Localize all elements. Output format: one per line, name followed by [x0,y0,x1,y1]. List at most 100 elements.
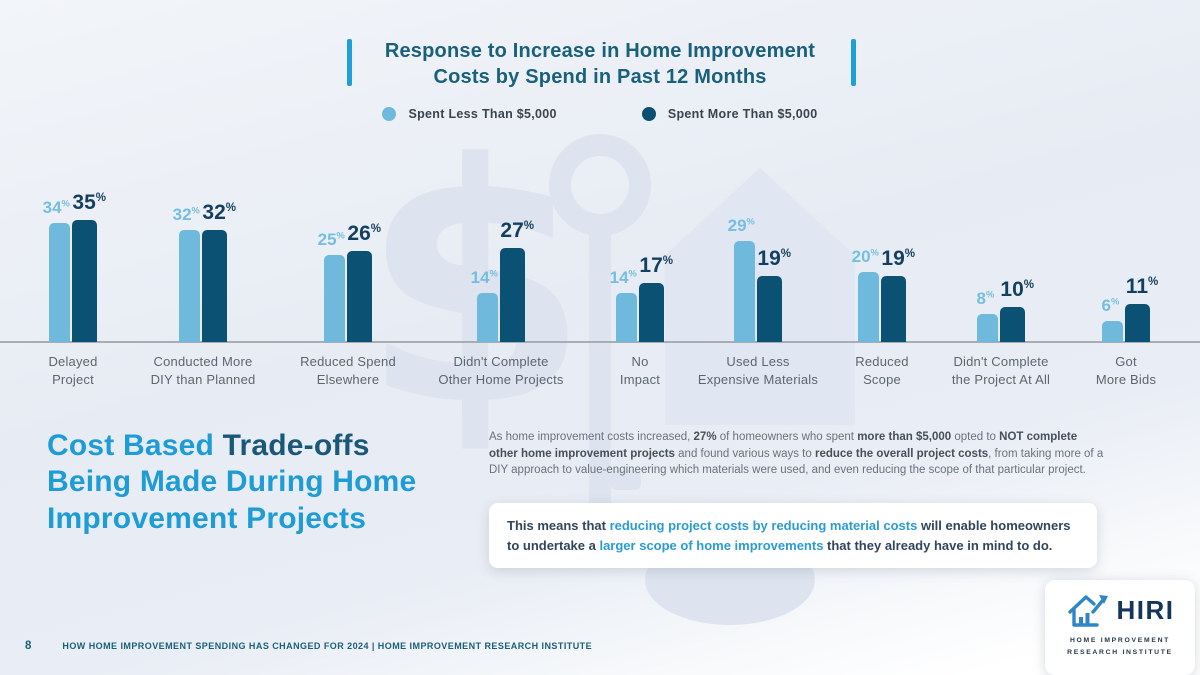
bar-group-2: 32% 32% [173,201,236,342]
category-label: Didn't Complete the Project At All [951,354,1051,388]
text-segment: As home improvement costs increased, [489,431,694,443]
bar-value-light: 8% [976,289,995,308]
bar-value-light: 34% [42,198,70,217]
heading-line: Being Made During Home [47,464,497,500]
watermark-dollar-key-house-graphic: $ [360,100,855,625]
bar-value-dark: 17% [639,253,674,277]
bar-value-light: 32% [172,205,200,224]
hiri-logo-subtitle: HOME IMPROVEMENT RESEARCH INSTITUTE [1067,635,1173,659]
heading-segment: Being Made During Home [47,465,417,499]
bar-light: 29% [728,216,755,342]
percent-sign: % [61,198,70,209]
text-segment: larger scope of home improvements [599,537,824,553]
category-label: Conducted More DIY than Planned [150,354,256,388]
bar-dark: 26% [347,222,381,342]
heading-line: Cost Based Trade-offs [47,428,497,464]
bar-dark: 19% [757,247,791,342]
bar-dark: 11% [1125,275,1158,342]
hiri-house-chart-arrow-icon [1067,595,1108,627]
hiri-logo-subtitle-line1: HOME IMPROVEMENT [1069,637,1171,644]
text-segment: opted to [951,431,1000,443]
bar-dark: 17% [639,254,673,342]
title-accent-bar-right [851,39,856,86]
legend-item-spent-more: Spent More Than $5,000 [641,107,818,121]
section-paragraph: As home improvement costs increased, 27%… [489,429,1105,479]
text-segment: This means that [507,518,610,533]
percent-sign: % [662,254,674,267]
percent-sign: % [191,205,200,216]
bar-dark: 35% [72,191,106,342]
bar-value-light: 29% [727,215,755,235]
bar-dark: 10% [1000,278,1034,342]
hiri-logo-card: HIRI HOME IMPROVEMENT RESEARCH INSTITUTE [1045,580,1195,675]
text-segment: and found various ways to [674,447,815,460]
bar-light: 34% [43,198,70,342]
category-label: No Impact [619,354,661,388]
text-segment: NOT complete other home improvement proj… [489,431,1078,460]
percent-sign: % [904,247,916,260]
hiri-logo-row: HIRI [1066,589,1175,631]
percent-sign: % [870,247,879,258]
bar-value-dark: 19% [757,246,792,270]
category-label: Got More Bids [1095,354,1157,388]
bar-dark: 32% [202,201,236,342]
bar-value-dark: 11% [1125,274,1159,298]
percent-sign: % [746,215,755,226]
legend-label-spent-more: Spent More Than $5,000 [667,107,818,121]
heading-segment: Cost Based [47,429,223,462]
callout-box: This means that reducing project costs b… [489,503,1097,568]
heading-segment: Improvement Projects [47,501,367,535]
bar-light: 14% [610,268,637,342]
bar-group-8: 8% 10% [976,278,1034,342]
title-accent-bar-left [347,39,352,86]
heading-line: Improvement Projects [47,501,497,537]
percent-sign: % [780,247,792,260]
page-number: 8 [25,640,32,652]
percent-sign: % [1023,279,1035,291]
percent-sign: % [489,268,498,279]
bar-dark: 19% [881,247,915,342]
bar-group-1: 34% 35% [43,191,106,342]
chart-title-line1: Response to Increase in Home Improvement [384,40,816,62]
percent-sign: % [225,202,237,214]
category-label: Delayed Project [48,354,98,388]
text-segment: , from taking more of a DIY approach to … [489,447,1104,477]
bar-value-dark: 26% [347,222,382,245]
bar-light: 32% [173,205,200,342]
category-label: Reduced Scope [855,354,909,388]
bar-dark: 27% [500,219,534,342]
bar-value-dark: 10% [1000,278,1035,301]
legend-swatch-dark-icon [641,107,656,121]
percent-sign: % [985,289,995,300]
text-segment: that they already have in mind to do. [823,537,1053,553]
bar-light: 14% [471,268,498,342]
legend-label-spent-less: Spent Less Than $5,000 [408,107,557,121]
bar-value-light: 14% [609,268,637,287]
text-segment: 27% [693,431,717,443]
bar-group-5: 14% 17% [610,254,673,342]
text-segment: reduce the overall project costs [814,447,989,460]
percent-sign: % [336,229,345,240]
category-label: Reduced Spend Elsewhere [300,354,396,388]
section-heading: Cost Based Trade-offs Being Made During H… [47,428,497,537]
bar-value-light: 14% [470,268,498,287]
bar-value-light: 20% [851,247,879,266]
percent-sign: % [370,223,382,235]
bar-light: 25% [318,230,345,342]
category-label: Used Less Expensive Materials [697,354,819,388]
bar-light: 6% [1101,296,1123,342]
bar-group-9: 6% 11% [1101,275,1158,342]
bar-group-7: 20% 19% [852,247,915,342]
text-segment: will enable homeowners to undertake a [507,518,1071,553]
bar-group-6: 29% 19% [728,216,791,342]
bar-light: 8% [976,289,998,342]
footer-text: HOW HOME IMPROVEMENT SPENDING HAS CHANGE… [62,641,593,651]
hiri-logo-text: HIRI [1116,594,1175,625]
bar-value-light: 6% [1101,296,1120,315]
chart-title-line2: Costs by Spend in Past 12 Months [433,66,767,89]
svg-text:$: $ [360,100,590,478]
percent-sign: % [523,219,535,232]
percent-sign: % [628,268,637,279]
